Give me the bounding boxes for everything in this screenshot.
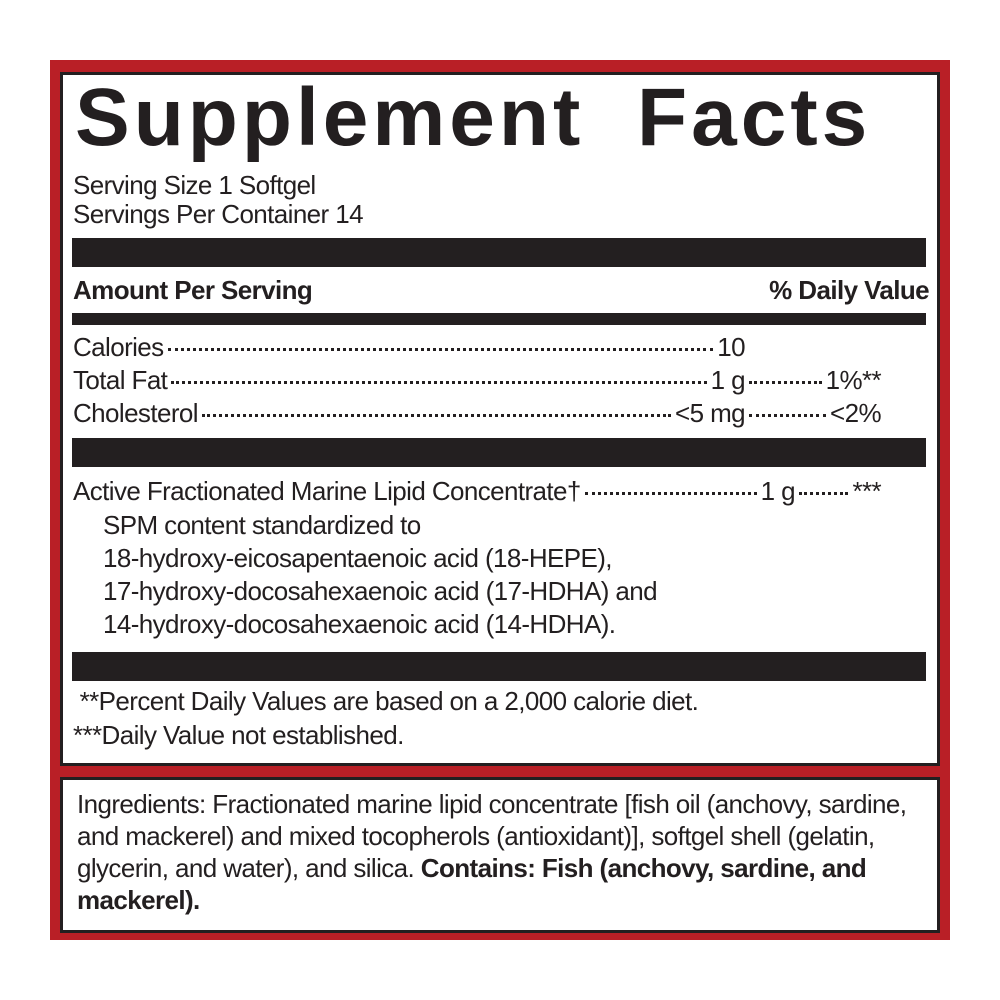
dot-leader bbox=[201, 414, 671, 417]
active-detail: 17-hydroxy-docosahexaenoic acid (17-HDHA… bbox=[103, 576, 658, 606]
panel-title: Supplement Facts bbox=[75, 72, 872, 163]
active-detail: SPM content standardized to bbox=[103, 510, 421, 540]
dot-leader bbox=[167, 348, 714, 351]
nutrient-row: Total Fat 1 g 1%** bbox=[73, 365, 882, 395]
servings-per-container: Servings Per Container 14 bbox=[73, 199, 364, 229]
divider-medium bbox=[72, 313, 926, 325]
dot-leader bbox=[749, 414, 827, 417]
active-ingredient-row: Active Fractionated Marine Lipid Concent… bbox=[73, 476, 882, 506]
ingredients-text: Ingredients: Fractionated marine lipid c… bbox=[77, 788, 927, 916]
nutrient-amount: 10 bbox=[717, 332, 745, 362]
nutrient-dv: <2% bbox=[830, 398, 882, 428]
divider-thick bbox=[72, 438, 926, 467]
active-dv: *** bbox=[852, 476, 881, 506]
dot-leader bbox=[171, 381, 707, 384]
allergen-statement: Contains: Fish (anchovy, sardine, and ma… bbox=[77, 853, 867, 915]
nutrient-dv: 1%** bbox=[825, 365, 882, 395]
active-detail: 18-hydroxy-eicosapentaenoic acid (18-HEP… bbox=[103, 543, 613, 573]
divider-thick bbox=[72, 238, 926, 267]
nutrient-amount: 1 g bbox=[710, 365, 746, 395]
ingredients-panel: Ingredients: Fractionated marine lipid c… bbox=[60, 777, 940, 933]
nutrient-row: Cholesterol <5 mg <2% bbox=[73, 398, 882, 428]
nutrient-name: Cholesterol bbox=[73, 398, 199, 428]
footnote: ***Daily Value not established. bbox=[73, 720, 404, 750]
dot-leader bbox=[584, 492, 757, 495]
active-name: Active Fractionated Marine Lipid Concent… bbox=[73, 476, 581, 506]
daily-value-header: % Daily Value bbox=[769, 275, 929, 305]
ingredients-list: Ingredients: Fractionated marine lipid c… bbox=[77, 789, 907, 883]
nutrient-name: Total Fat bbox=[73, 365, 168, 395]
nutrient-row: Calories 10 bbox=[73, 332, 881, 362]
nutrient-amount: <5 mg bbox=[675, 398, 746, 428]
supplement-facts-panel: Supplement Facts Serving Size 1 Softgel … bbox=[60, 72, 940, 766]
amount-per-serving-header: Amount Per Serving bbox=[73, 275, 313, 305]
serving-size: Serving Size 1 Softgel bbox=[73, 170, 316, 200]
dot-leader bbox=[799, 492, 849, 495]
active-amount: 1 g bbox=[760, 476, 796, 506]
nutrient-name: Calories bbox=[73, 332, 164, 362]
footnote: **Percent Daily Values are based on a 2,… bbox=[73, 686, 699, 716]
active-detail: 14-hydroxy-docosahexaenoic acid (14-HDHA… bbox=[103, 609, 616, 639]
divider-thick bbox=[72, 652, 926, 681]
dot-leader bbox=[749, 381, 822, 384]
